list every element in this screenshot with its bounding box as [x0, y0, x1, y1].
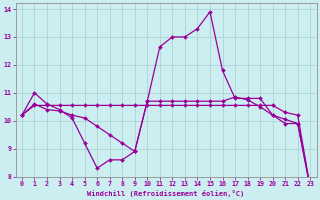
X-axis label: Windchill (Refroidissement éolien,°C): Windchill (Refroidissement éolien,°C) [87, 190, 245, 197]
